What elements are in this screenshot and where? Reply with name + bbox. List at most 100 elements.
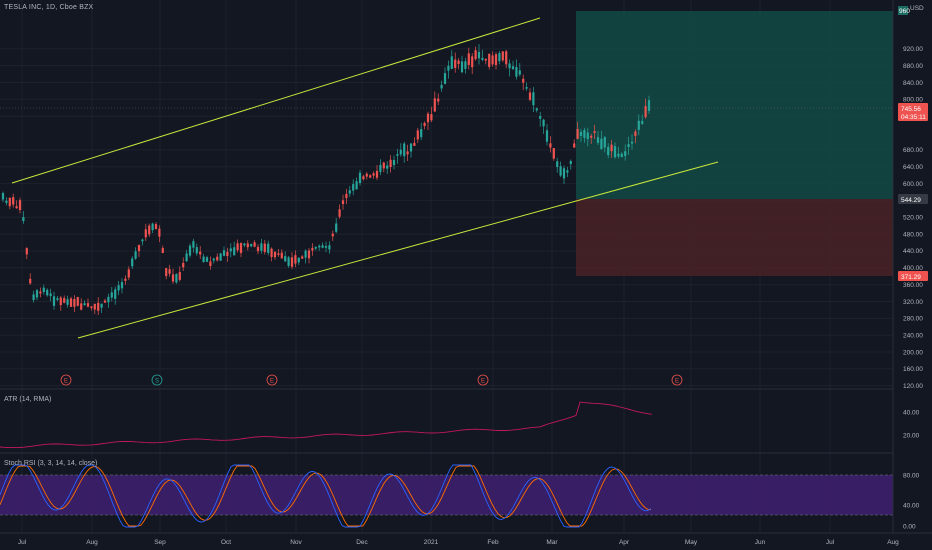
price-tick-label: 400.00 — [903, 265, 923, 272]
candle-body — [297, 257, 300, 263]
atr-tick-label: 20.00 — [903, 432, 920, 439]
channel-upper-line — [11, 17, 541, 184]
price-tick-label: 520.00 — [903, 215, 923, 222]
candle-body — [358, 172, 362, 183]
candle-body — [318, 245, 321, 248]
candle-body — [165, 268, 168, 277]
price-tick-label: 680.00 — [903, 147, 923, 154]
price-tick-label: 320.00 — [903, 299, 923, 306]
candle-body — [556, 161, 559, 168]
candle-body — [328, 245, 331, 250]
candle-body — [246, 243, 249, 248]
candle-body — [406, 151, 409, 155]
price-badge-bg — [898, 103, 928, 121]
candle-body — [222, 250, 226, 256]
event-marker-earnings[interactable]: E — [266, 374, 278, 386]
candle-body — [573, 143, 576, 148]
target-zone — [576, 11, 893, 199]
candle-body — [287, 257, 290, 266]
candle-body — [22, 217, 25, 222]
event-marker-label: E — [64, 378, 68, 384]
stop-badge: 371.29 — [898, 271, 928, 281]
candle-body — [362, 176, 365, 180]
event-marker-circle — [671, 374, 683, 386]
candle-body — [484, 58, 487, 61]
candle-body — [559, 166, 562, 176]
candle-body — [270, 248, 273, 257]
candle-body — [450, 56, 453, 69]
candle-body — [617, 153, 620, 157]
candle-body — [158, 228, 161, 237]
candle-body — [46, 289, 49, 296]
candle-body — [233, 247, 236, 256]
candle-body — [127, 269, 130, 278]
candle-body — [467, 53, 470, 65]
candle-body — [294, 255, 297, 264]
stoch-tick-label: 80.00 — [903, 472, 920, 479]
candle-body — [518, 70, 521, 75]
currency-label: USD — [910, 5, 924, 12]
candle-body — [239, 243, 243, 253]
candle-body — [263, 243, 266, 252]
candle-body — [209, 261, 212, 266]
time-axis-label: Dec — [356, 539, 368, 546]
candle-body — [437, 98, 440, 102]
event-marker-earnings[interactable]: E — [477, 374, 489, 386]
time-axis-label: Mar — [546, 539, 558, 546]
candle-body — [433, 98, 436, 112]
candle-body — [379, 164, 382, 172]
candle-body — [369, 175, 372, 178]
candle-body — [542, 119, 545, 127]
candle-body — [579, 131, 583, 136]
price-tick-label: 120.00 — [903, 383, 923, 390]
candle-body — [522, 78, 525, 83]
candle-body — [141, 239, 144, 242]
candle-body — [107, 296, 110, 303]
event-marker-split[interactable]: S — [151, 374, 163, 386]
candle-body — [382, 162, 385, 169]
candle-body — [508, 63, 511, 69]
candle-body — [403, 143, 406, 157]
event-marker-earnings[interactable]: E — [671, 374, 683, 386]
time-axis-label: Jun — [755, 539, 766, 546]
time-axis-label: May — [685, 539, 698, 546]
stop-zone — [576, 199, 893, 276]
target-badge-text: 544.29 — [901, 197, 921, 204]
price-tick-label: 800.00 — [903, 97, 923, 104]
stoch-rsi-indicator-title[interactable]: Stoch RSI (3, 3, 14, 14, close) — [4, 460, 98, 467]
candle-body — [321, 245, 324, 248]
candle-body — [426, 113, 430, 123]
candle-body — [195, 247, 198, 254]
candle-body — [256, 246, 260, 252]
candle-body — [253, 242, 256, 247]
symbol-title[interactable]: TESLA INC, 1D, Cboe BZX — [4, 4, 94, 11]
candle-body — [610, 144, 613, 152]
price-tick-label: 440.00 — [903, 248, 923, 255]
candle-body — [284, 256, 287, 262]
event-marker-earnings[interactable]: E — [60, 374, 72, 386]
candle-body — [352, 184, 355, 191]
candle-body — [182, 262, 185, 268]
candle-body — [144, 229, 147, 238]
candle-body — [569, 160, 572, 165]
candle-body — [301, 256, 304, 259]
candle-body — [464, 61, 467, 69]
atr-indicator-title[interactable]: ATR (14, RMA) — [4, 396, 52, 403]
candle-body — [178, 272, 181, 280]
candle-body — [307, 250, 311, 259]
time-axis-label: Apr — [619, 539, 630, 546]
candle-body — [243, 243, 246, 246]
candle-body — [226, 251, 229, 257]
candle-body — [355, 181, 358, 190]
candle-body — [83, 303, 86, 306]
candle-body — [103, 300, 107, 303]
candle-body — [219, 253, 222, 261]
candle-body — [5, 200, 8, 203]
price-badge: 745.56 — [901, 106, 921, 113]
candle-body — [552, 148, 555, 159]
candle-body — [590, 135, 593, 138]
candle-body — [460, 61, 464, 73]
event-marker-circle — [151, 374, 163, 386]
